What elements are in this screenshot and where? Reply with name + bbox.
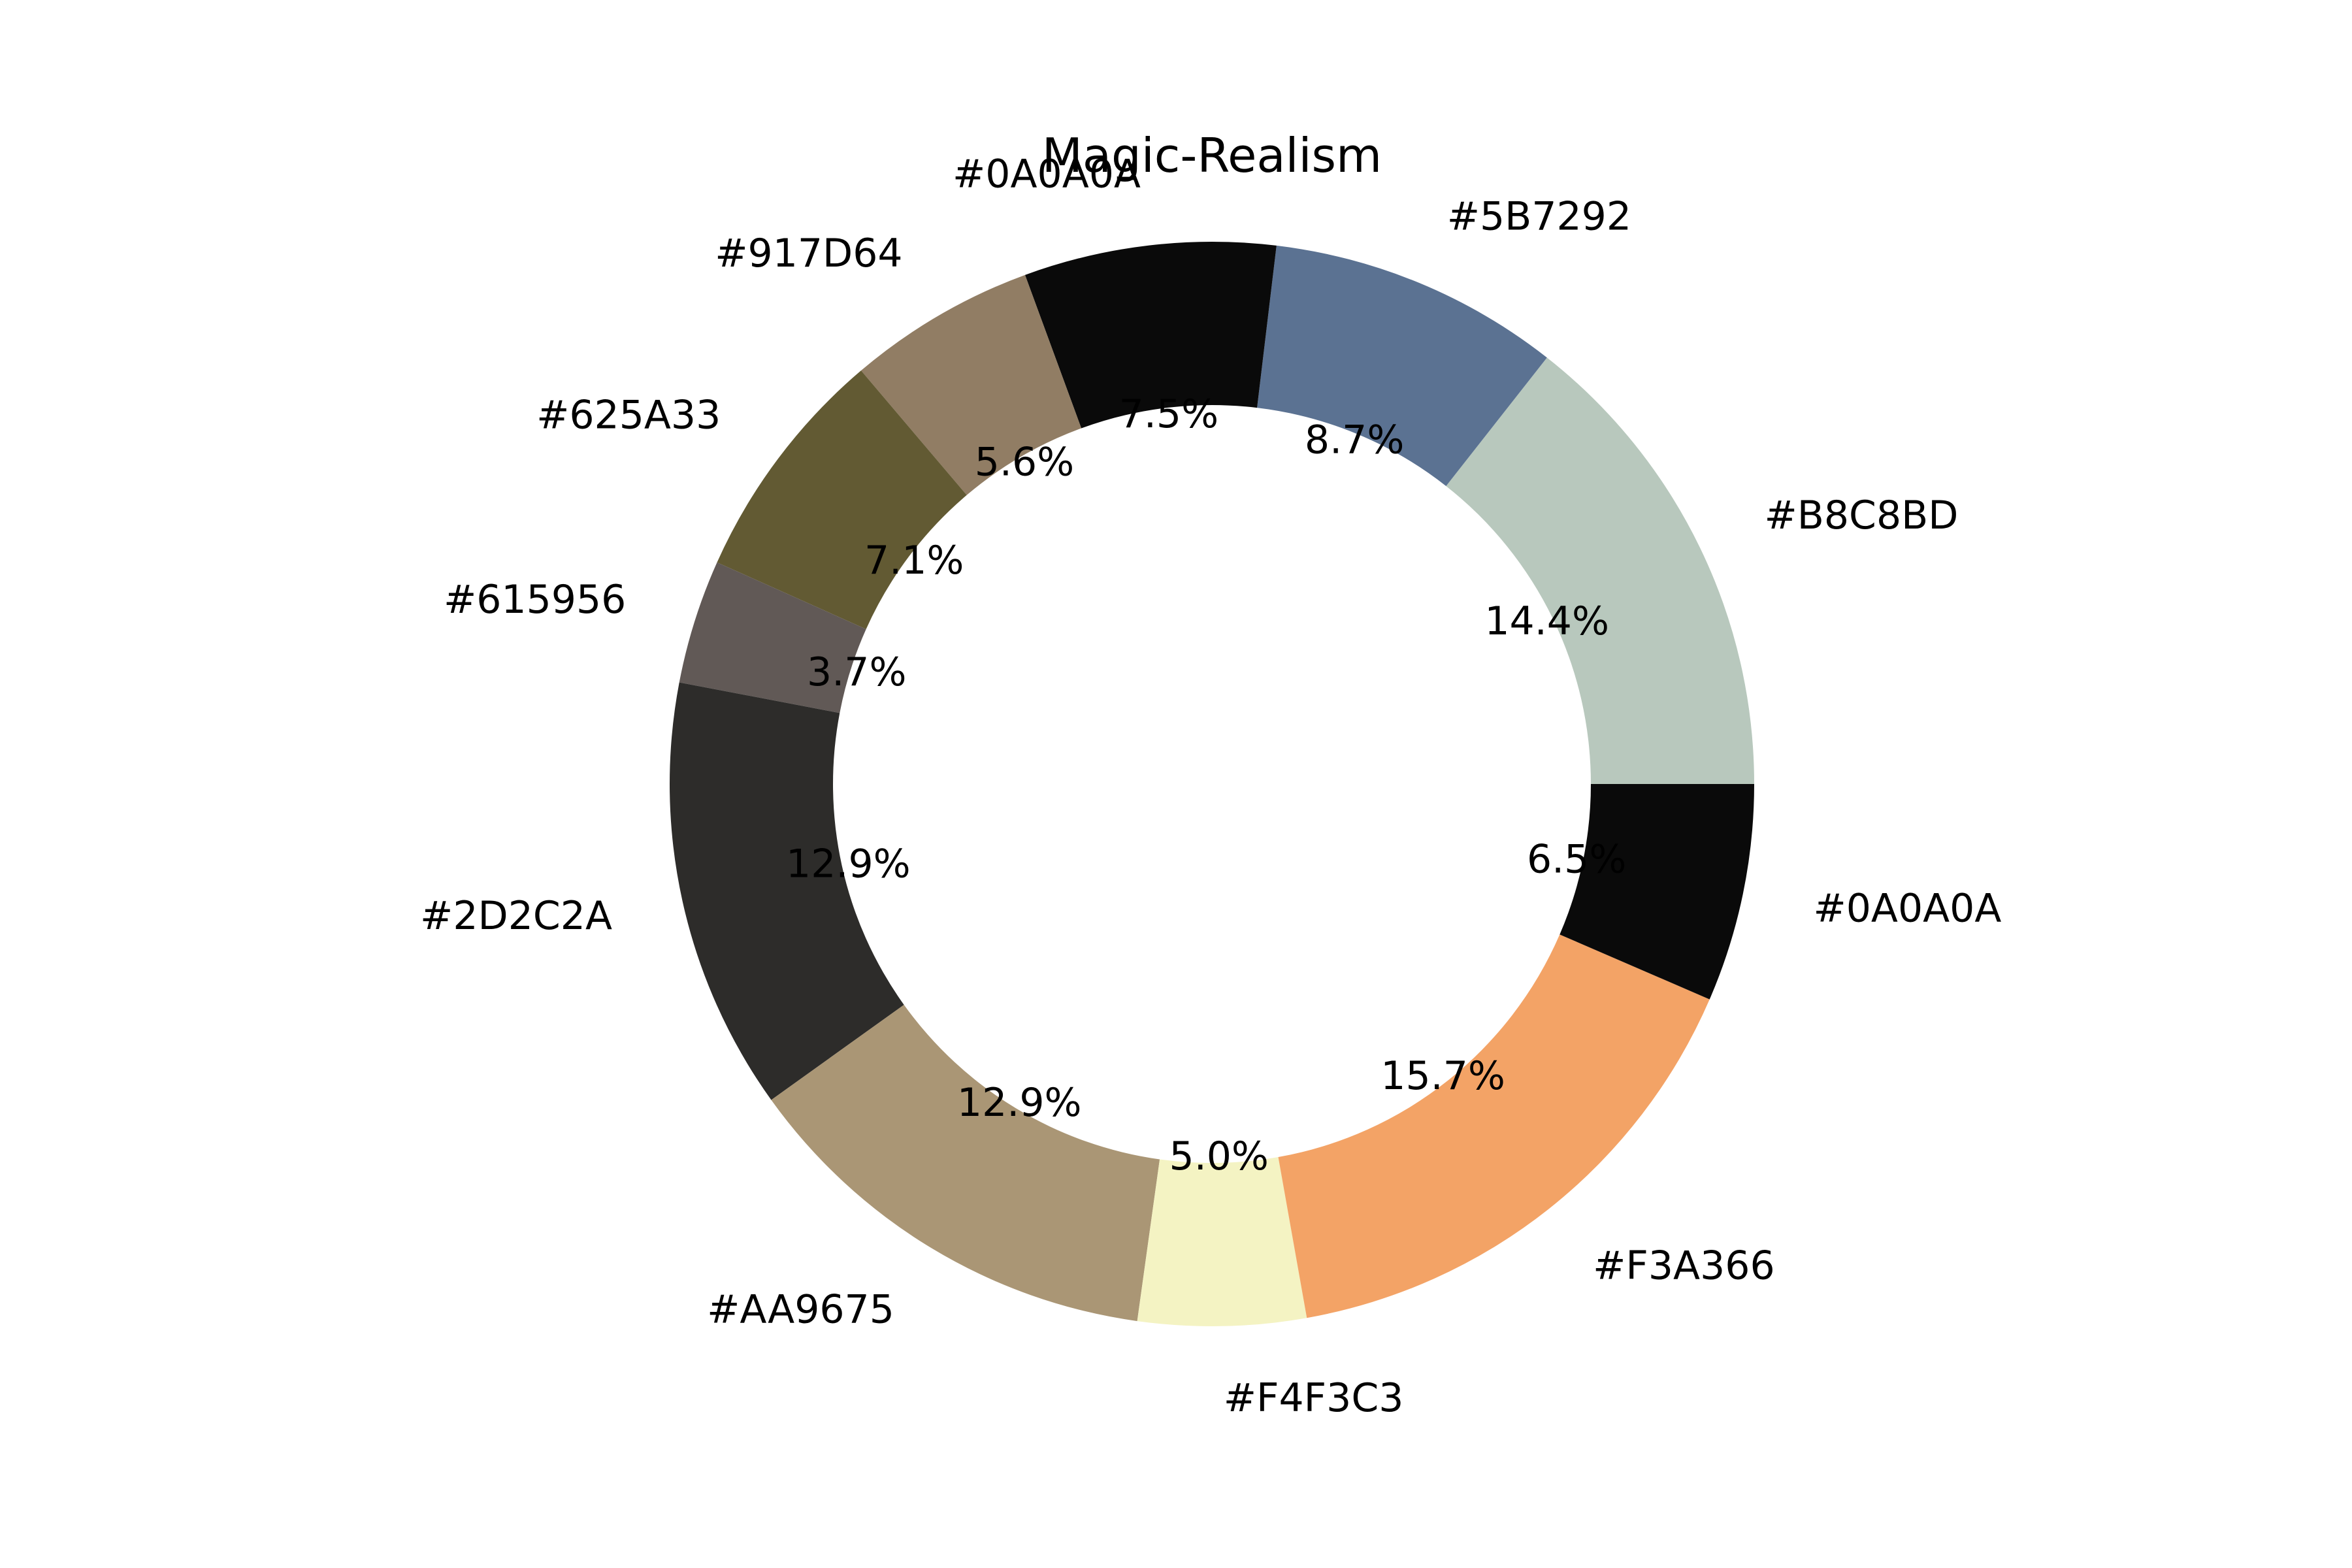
slice-label-11: #0A0A0A: [1813, 886, 2001, 932]
percent-label-7: 12.9%: [786, 841, 911, 887]
slice-label-5: #625A33: [536, 393, 721, 438]
percent-label-1: 14.4%: [1484, 598, 1609, 644]
donut-slice-9: [1137, 1157, 1307, 1326]
slice-label-3: #0A0A0A: [953, 151, 1141, 197]
slice-label-7: #2D2C2A: [420, 893, 612, 939]
labels-group: #B8C8BD 14.4% #5B7292 8.7% #0A0A0A 7.5% #917D6…: [420, 151, 2001, 1420]
slices-group: [670, 242, 1754, 1326]
slice-label-10: #F3A366: [1593, 1243, 1775, 1288]
chart-title: Magic-Realism: [1042, 128, 1382, 183]
percent-label-9: 5.0%: [1169, 1134, 1269, 1179]
percent-label-10: 15.7%: [1380, 1053, 1505, 1099]
donut-slice-4: [860, 274, 1082, 495]
donut-slice-2: [1257, 245, 1547, 486]
slice-label-1: #B8C8BD: [1764, 493, 1958, 538]
slice-label-2: #5B7292: [1447, 194, 1631, 240]
donut-slice-8: [771, 1004, 1160, 1322]
percent-label-8: 12.9%: [957, 1080, 1082, 1126]
donut-slice-6: [679, 562, 866, 713]
donut-slice-10: [1278, 934, 1710, 1318]
percent-label-5: 7.1%: [864, 538, 964, 583]
donut-slice-11: [1560, 784, 1754, 1000]
donut-slice-1: [1446, 357, 1754, 784]
percent-label-11: 6.5%: [1527, 837, 1626, 883]
percent-label-2: 8.7%: [1305, 417, 1404, 463]
percent-label-3: 7.5%: [1119, 391, 1218, 437]
slice-label-6: #615956: [444, 577, 626, 623]
donut-slice-7: [670, 682, 904, 1100]
slice-label-4: #917D64: [715, 231, 902, 276]
slice-label-9: #F4F3C3: [1224, 1375, 1404, 1421]
donut-slice-3: [1024, 242, 1277, 429]
percent-label-4: 5.6%: [975, 440, 1074, 485]
donut-slice-5: [717, 370, 967, 629]
slice-label-8: #AA9675: [707, 1287, 894, 1333]
percent-label-6: 3.7%: [807, 649, 906, 695]
